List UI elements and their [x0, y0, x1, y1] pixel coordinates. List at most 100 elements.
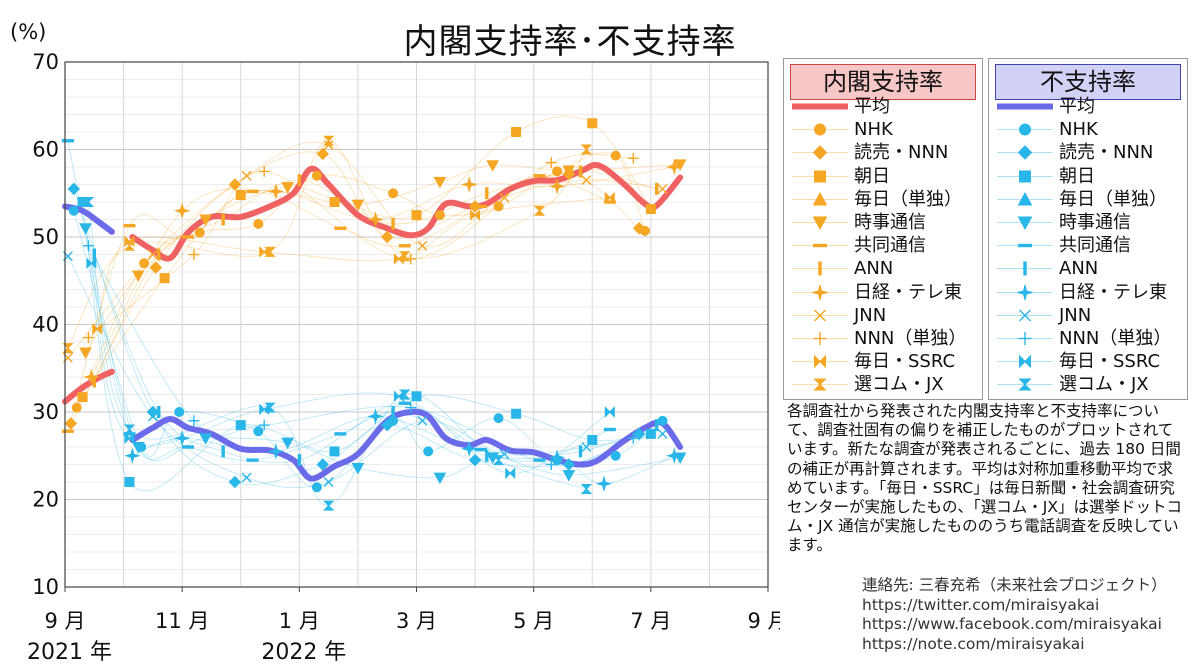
marker-diamond	[316, 458, 329, 471]
marker-square	[587, 118, 598, 129]
marker-hourglass	[322, 135, 335, 146]
legend-swatch	[997, 309, 1053, 322]
marker-triangle-down	[562, 470, 576, 482]
marker-triangle-down	[433, 472, 447, 485]
y-tick-label: 10	[32, 575, 59, 599]
contact-block: 連絡先: 三春充希（未来社会プロジェクト） https://twitter.co…	[862, 576, 1167, 654]
note-link[interactable]: https://note.com/miraisyakai	[862, 634, 1085, 653]
marker-triangle-up	[812, 191, 828, 206]
legend-item: 時事通信	[989, 211, 1185, 234]
marker-diamond	[812, 145, 828, 161]
marker-diamond	[316, 147, 329, 161]
legend-item: 選コム・JX	[784, 373, 980, 396]
legend-support-title: 内閣支持率	[790, 64, 976, 100]
legend-item: 日経・テレ東	[784, 281, 980, 304]
legend-label: 毎日・SSRC	[1059, 351, 1161, 373]
marker-star4	[1017, 284, 1033, 300]
marker-square	[235, 420, 246, 431]
legend-label: 日経・テレ東	[854, 281, 962, 303]
marker-circle	[657, 415, 668, 426]
marker-circle	[814, 123, 826, 136]
marker-star4	[83, 368, 100, 386]
legend-item: 共同通信	[989, 234, 1185, 257]
legend-label: 毎日（単独）	[854, 188, 962, 210]
legend-swatch	[792, 284, 848, 300]
legend-swatch	[792, 216, 848, 231]
marker-triangle-down	[562, 165, 576, 178]
marker-plus	[627, 152, 639, 164]
marker-square	[411, 391, 422, 402]
marker-vbar	[297, 174, 302, 187]
marker-bowtie	[1019, 354, 1031, 369]
marker-hbar	[398, 244, 411, 248]
marker-hourglass	[123, 424, 136, 435]
pollster-markers	[61, 118, 687, 511]
legend-item: 読売・NNN	[784, 141, 980, 164]
legend-item: JNN	[784, 304, 980, 327]
legend-label: 時事通信	[854, 212, 926, 233]
marker-square	[511, 408, 522, 419]
marker-hbar	[603, 427, 616, 432]
marker-star4	[367, 211, 384, 228]
legend-disapproval-title: 不支持率	[995, 64, 1181, 100]
marker-vbar	[1023, 261, 1027, 276]
marker-vbar	[157, 248, 161, 261]
marker-x	[814, 309, 826, 322]
x-tick-label: 11 月	[155, 609, 209, 633]
marker-square	[645, 204, 656, 214]
marker-square	[77, 197, 88, 207]
marker-hbar	[474, 447, 487, 452]
marker-diamond	[228, 178, 242, 191]
marker-square	[511, 127, 522, 137]
y-tick-labels: 10 20 30 40 50 60 70	[32, 50, 59, 599]
legend-swatch	[997, 354, 1053, 369]
x-tick-label: 5 月	[513, 609, 554, 633]
marker-circle	[610, 450, 621, 461]
marker-triangle-down	[131, 442, 145, 454]
marker-square	[329, 197, 340, 207]
marker-bowtie	[604, 191, 615, 204]
facebook-link[interactable]: https://www.facebook.com/miraisyakai	[862, 615, 1162, 633]
marker-vbar	[221, 445, 225, 458]
marker-star4	[666, 447, 683, 464]
marker-x	[147, 249, 158, 260]
legend-swatch	[997, 191, 1053, 206]
marker-diamond	[146, 405, 160, 419]
marker-hourglass	[399, 389, 411, 400]
legend-item: ANN	[784, 257, 980, 280]
y-tick-label: 60	[32, 138, 59, 162]
marker-vbar	[654, 419, 659, 432]
marker-star4	[124, 447, 141, 464]
marker-plus	[188, 415, 200, 427]
marker-plus	[545, 459, 557, 470]
legend-label: 共同通信	[854, 235, 926, 257]
y-tick-label: 20	[32, 488, 59, 512]
twitter-link[interactable]: https://twitter.com/miraisyakai	[862, 595, 1100, 614]
marker-hourglass	[264, 402, 276, 413]
marker-vbar	[391, 217, 395, 230]
marker-vbar	[485, 449, 489, 462]
y-tick-label: 50	[32, 225, 59, 249]
pollster-line	[96, 197, 610, 330]
marker-x	[241, 170, 252, 181]
marker-diamond	[149, 261, 163, 274]
legend-swatch	[792, 354, 848, 369]
marker-square	[329, 446, 340, 457]
marker-x	[417, 240, 428, 251]
marker-hbar	[334, 432, 347, 436]
marker-square	[1019, 170, 1031, 183]
legend-label: 朝日	[1059, 165, 1095, 187]
legend-label: NNN（単独）	[1059, 328, 1172, 349]
legend-item: 毎日・SSRC	[989, 350, 1185, 373]
marker-plus	[82, 332, 94, 344]
legend-swatch	[997, 261, 1053, 276]
marker-hourglass	[580, 144, 593, 155]
legend-item: 時事通信	[784, 211, 980, 234]
marker-diamond	[64, 417, 78, 430]
marker-circle	[423, 446, 434, 457]
x-tick-label: 7 月	[630, 609, 671, 633]
marker-square	[587, 435, 598, 445]
contact-label: 連絡先: 三春充希（未来社会プロジェクト）	[862, 576, 1167, 594]
marker-circle	[68, 205, 79, 216]
year-label: 2021 年	[27, 640, 112, 665]
